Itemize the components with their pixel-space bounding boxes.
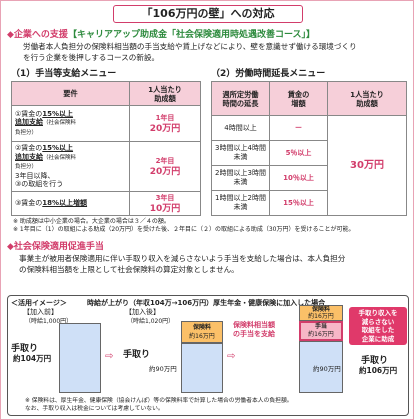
intro-text: 労働者本人負担分の保険料相当額の手当支給や賃上げなどにより、壁を意識せず働ける環… (23, 42, 357, 62)
after-label: 【加入後】 (125, 308, 160, 316)
menu1-table: 要件 1人当たり 助成額 ①賃金の15%以上 追加支給（社会保険料 負担分） 1年… (11, 81, 201, 216)
arrow-right-icon: ⇨ (105, 351, 114, 362)
premium-bar: 保険料 約16万円 (181, 321, 223, 343)
col-amount: 1人当たり 助成額 (129, 81, 201, 106)
table-row: 2時間以上3時間未満 10％以上 (211, 165, 407, 191)
before-rate: （時給1,000円） (25, 318, 73, 325)
after-rate: （時給1,020円） (127, 318, 175, 325)
section-label: 社会保険適用促進手当 (13, 242, 104, 252)
section-bracket: 【キャリアアップ助成金「社会保険適用時処遇改善コース」】 (67, 30, 315, 40)
before-bar (59, 323, 101, 393)
table-row: ③賃金の18%以上増額 3年目 10万円 (11, 191, 201, 216)
premium-bar-2: 保険料 約16万円 (299, 305, 343, 321)
usage-diagram (7, 295, 409, 416)
subsidy-callout: 手取り収入を 減らさない 取組をした 企業に助成 (349, 307, 407, 345)
table-row: ①賃金の15%以上 追加支給（社会保険料 負担分） 1年目 20万円 (11, 105, 201, 142)
notes: ※ 助成額は中小企業の場合。大企業の場合は３／４の額。 ※ 1年目に（1）の取組… (13, 218, 355, 233)
diagram-headline: 時給が上がり（年収104万→106万円）厚生年金・健康保険に加入した場合 (87, 299, 326, 307)
page-title: 「106万円の壁」への対応 (113, 5, 303, 23)
allowance-description: 事業主が被用者保険適用に伴い手取り収入を減らさないよう手当を支給した場合は、本人… (19, 254, 346, 274)
table-row: ②賃金の15%以上 追加支給（社会保険料 負担分） 3年目以降、 ③の取組を行う… (11, 141, 201, 192)
section-label: 企業への支援 (13, 30, 68, 40)
menu1-heading: （1）手当等支給メニュー (11, 69, 117, 79)
table-row: 4時間以上ー 30万円 (211, 115, 407, 216)
diagram-tag: ＜活用イメージ＞ (11, 299, 67, 307)
allowance-bar: 手当 約16万円 (299, 321, 343, 341)
section-allowance: ◆社会保険適用促進手当 (7, 239, 104, 252)
after-bar (181, 343, 223, 393)
menu2-heading: （2）労働時間延長メニュー (211, 69, 326, 79)
col-requirement: 要件 (11, 81, 130, 106)
table-row: 1時間以上2時間未満 15％以上 (211, 190, 407, 216)
diamond-icon: ◆ (7, 242, 14, 252)
arrow-right-icon: ⇨ (227, 351, 236, 362)
menu2-table: 週所定労働 時間の延長 賃金の 増額 1人当たり 助成額 4時間以上ー 30万円 3時… (211, 81, 407, 216)
final-bar (299, 341, 343, 393)
section-enterprise-support: ◆企業への支援【キャリアアップ助成金「社会保険適用時処遇改善コース」】 (7, 27, 315, 40)
allowance-note: 保険料相当額 の手当を支給 (233, 321, 275, 338)
table-row: 3時間以上4時間未満 5％以上 (211, 140, 407, 166)
diamond-icon: ◆ (7, 30, 14, 40)
final-takehome: 手取り (361, 356, 389, 366)
before-label: 【加入前】 (23, 308, 58, 316)
diagram-footnote: ※ 保険料は、厚生年金、健康保険（協会けんぽ）等の保険料率で計算した場合の労働者… (25, 398, 293, 412)
menu2-amount: 30万円 (327, 115, 407, 216)
final-amount: 約106万円 (359, 366, 398, 375)
